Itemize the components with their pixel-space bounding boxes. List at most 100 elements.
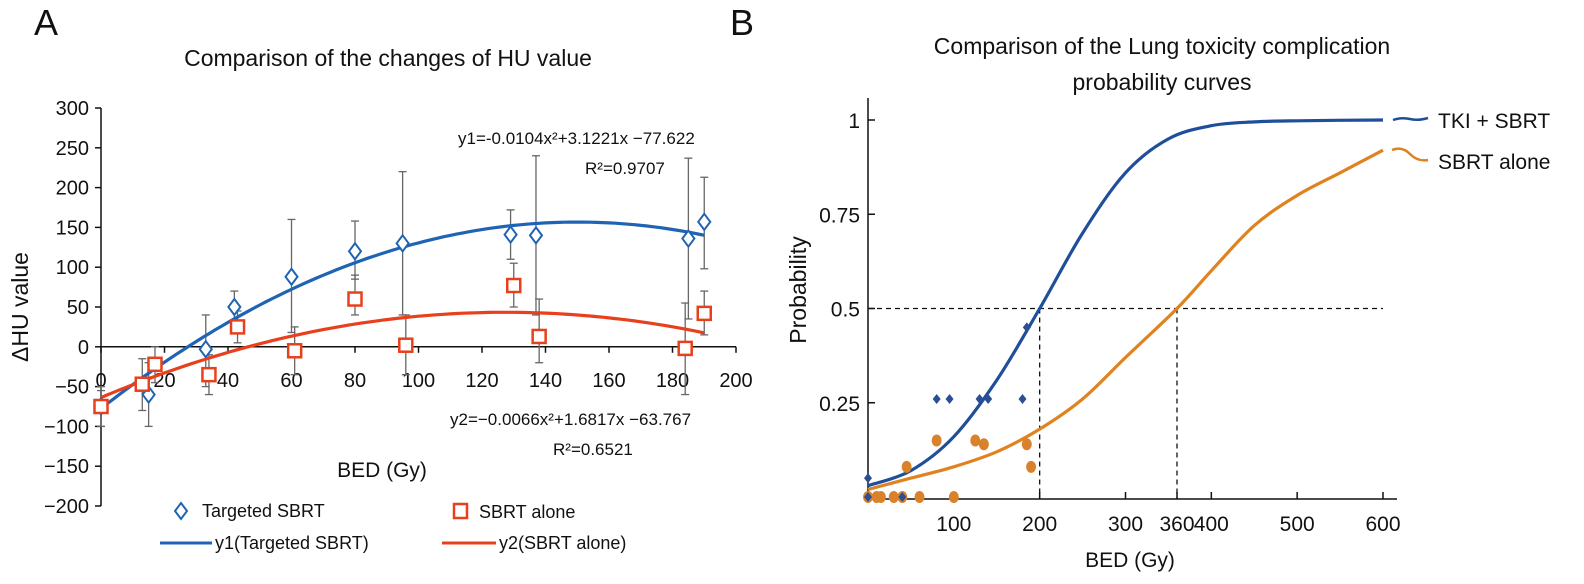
panel-b-xtick-label: 500 [1280,513,1315,536]
sbrt-alone-point [201,366,217,383]
panel-b-xtick-label: 400 [1194,513,1229,536]
sbrt-alone-point [134,376,151,392]
targeted-sbrt-point [697,212,712,232]
panel-a-ytick-label: 0 [78,337,89,359]
panel-b-ylabel: Probability [785,236,811,344]
legend-tki-label: TKI + SBRT [1438,110,1550,133]
targeted-sbrt-point [227,297,242,317]
panel-a-label: A [34,2,58,43]
panel-b-xtick-label: 600 [1365,513,1400,536]
sbrt-alone-point [93,398,109,415]
targeted-sbrt-point [395,233,410,253]
panel-b-legend: TKI + SBRT SBRT alone [1391,110,1550,174]
tki-sbrt-data-point [984,393,993,404]
tki-sbrt-data-point [975,393,984,404]
panel-b-ytick-label: 1 [848,110,860,133]
targeted-sbrt-point [198,339,214,359]
panel-b-title-line-2: probability curves [1073,69,1252,95]
panel-b-xtick-label: 360 [1159,513,1194,536]
tki-sbrt-data-point [898,492,907,502]
panel-a-ytick-label: 50 [67,297,89,319]
sbrt-alone-curve [867,148,1384,492]
panel-a-ytick-label: 300 [56,98,89,120]
panel-a-ytick-label: 250 [56,138,89,160]
legend-diamond-marker [173,501,189,521]
panel-a-xtick-label: 60 [280,370,302,392]
panel-a-ytick-label: −100 [44,416,89,438]
sbrt-alone-data-point [901,460,912,473]
tki-sbrt-data-point [945,393,954,404]
legend-y1-label: y1(Targeted SBRT) [215,533,369,553]
sbrt-alone-point [531,328,547,345]
fit-equation-1: y1=-0.0104x²+3.1221x −77.622 [458,129,695,148]
legend-square-marker [452,502,469,520]
tki-sbrt-data-point [864,492,872,502]
targeted-sbrt-point [284,267,299,287]
panel-a-ytick-label: −50 [55,377,89,399]
panel-a-ytick-label: −150 [44,456,89,478]
panel-a-ytick-label: −200 [44,496,89,518]
panel-b-xtick-label: 300 [1108,513,1143,536]
panel-b-ytick-label: 0.5 [831,299,860,322]
panel-b-points [863,322,1037,503]
panel-a-xtick-label: 140 [529,370,562,392]
panel-a-xtick-label: 200 [719,370,752,392]
sbrt-alone-point [286,343,303,359]
panel-a-xtick-label: 40 [217,370,239,392]
panel-a-title: Comparison of the changes of HU value [184,45,592,71]
legend-sbrt-marker-label: SBRT alone [479,502,575,522]
panel-b-reference-lines [868,307,1383,499]
panel-b-xlabel: BED (Gy) [1085,549,1175,572]
fit-curve-y2 [100,310,705,400]
sbrt-alone-point [696,305,712,322]
tki-sbrt-curve [867,118,1384,488]
sbrt-alone-point [147,356,163,373]
legend-tki-connector [1392,116,1429,122]
sbrt-alone-point [398,337,414,353]
sbrt-alone-point [677,340,693,357]
sbrt-alone-point [347,291,363,307]
sbrt-alone-data-point [875,491,886,503]
panel-b-label: B [730,2,754,43]
targeted-sbrt-point [681,228,696,249]
panel-a-ytick-label: 150 [56,217,89,239]
panel-a-ytick-label: 100 [56,257,89,279]
tki-sbrt-data-point [1022,322,1031,333]
panel-a-ytick-label: 200 [56,178,89,200]
panel-a-xtick-label: 80 [344,370,366,392]
panel-b-xtick-label: 100 [936,513,971,536]
panel-a-xlabel: BED (Gy) [337,459,427,482]
tki-sbrt-data-point [864,473,872,484]
panel-b-xtick-label: 200 [1022,513,1057,536]
panel-a-xtick-label: 0 [95,370,106,392]
targeted-sbrt-point [528,225,544,246]
panel-a-xtick-label: 120 [465,370,498,392]
legend-sbrt-label: SBRT alone [1438,151,1550,174]
legend-sbrt-connector [1391,147,1429,162]
legend-targeted-marker-label: Targeted SBRT [202,501,325,521]
sbrt-alone-data-point [888,491,899,503]
fit-equation-2: y2=−0.0066x²+1.6817x −63.767 [450,410,691,429]
sbrt-alone-data-point [948,491,959,503]
sbrt-alone-data-point [931,434,942,447]
sbrt-alone-data-point [914,491,925,503]
panel-b-curves [867,118,1384,492]
fit-r2-1: R²=0.9707 [585,159,665,178]
sbrt-alone-data-point [978,438,989,451]
tki-sbrt-data-point [1018,393,1027,404]
sbrt-alone-data-point [970,434,981,447]
panel-b-ytick-label: 0.25 [819,393,860,416]
fit-r2-2: R²=0.6521 [553,440,633,459]
sbrt-alone-data-point [1021,438,1032,451]
tki-sbrt-data-point [932,393,941,404]
targeted-sbrt-point [347,241,363,261]
panel-a-xtick-label: 100 [402,370,435,392]
panel-a-ylabel: ΔHU value [7,252,33,362]
panel-a-points [93,212,712,417]
targeted-sbrt-point [503,224,518,245]
panel-b-ytick-label: 0.75 [819,204,860,227]
panel-a-xtick-label: 160 [592,370,625,392]
panel-b-title-line-1: Comparison of the Lung toxicity complica… [934,33,1390,59]
